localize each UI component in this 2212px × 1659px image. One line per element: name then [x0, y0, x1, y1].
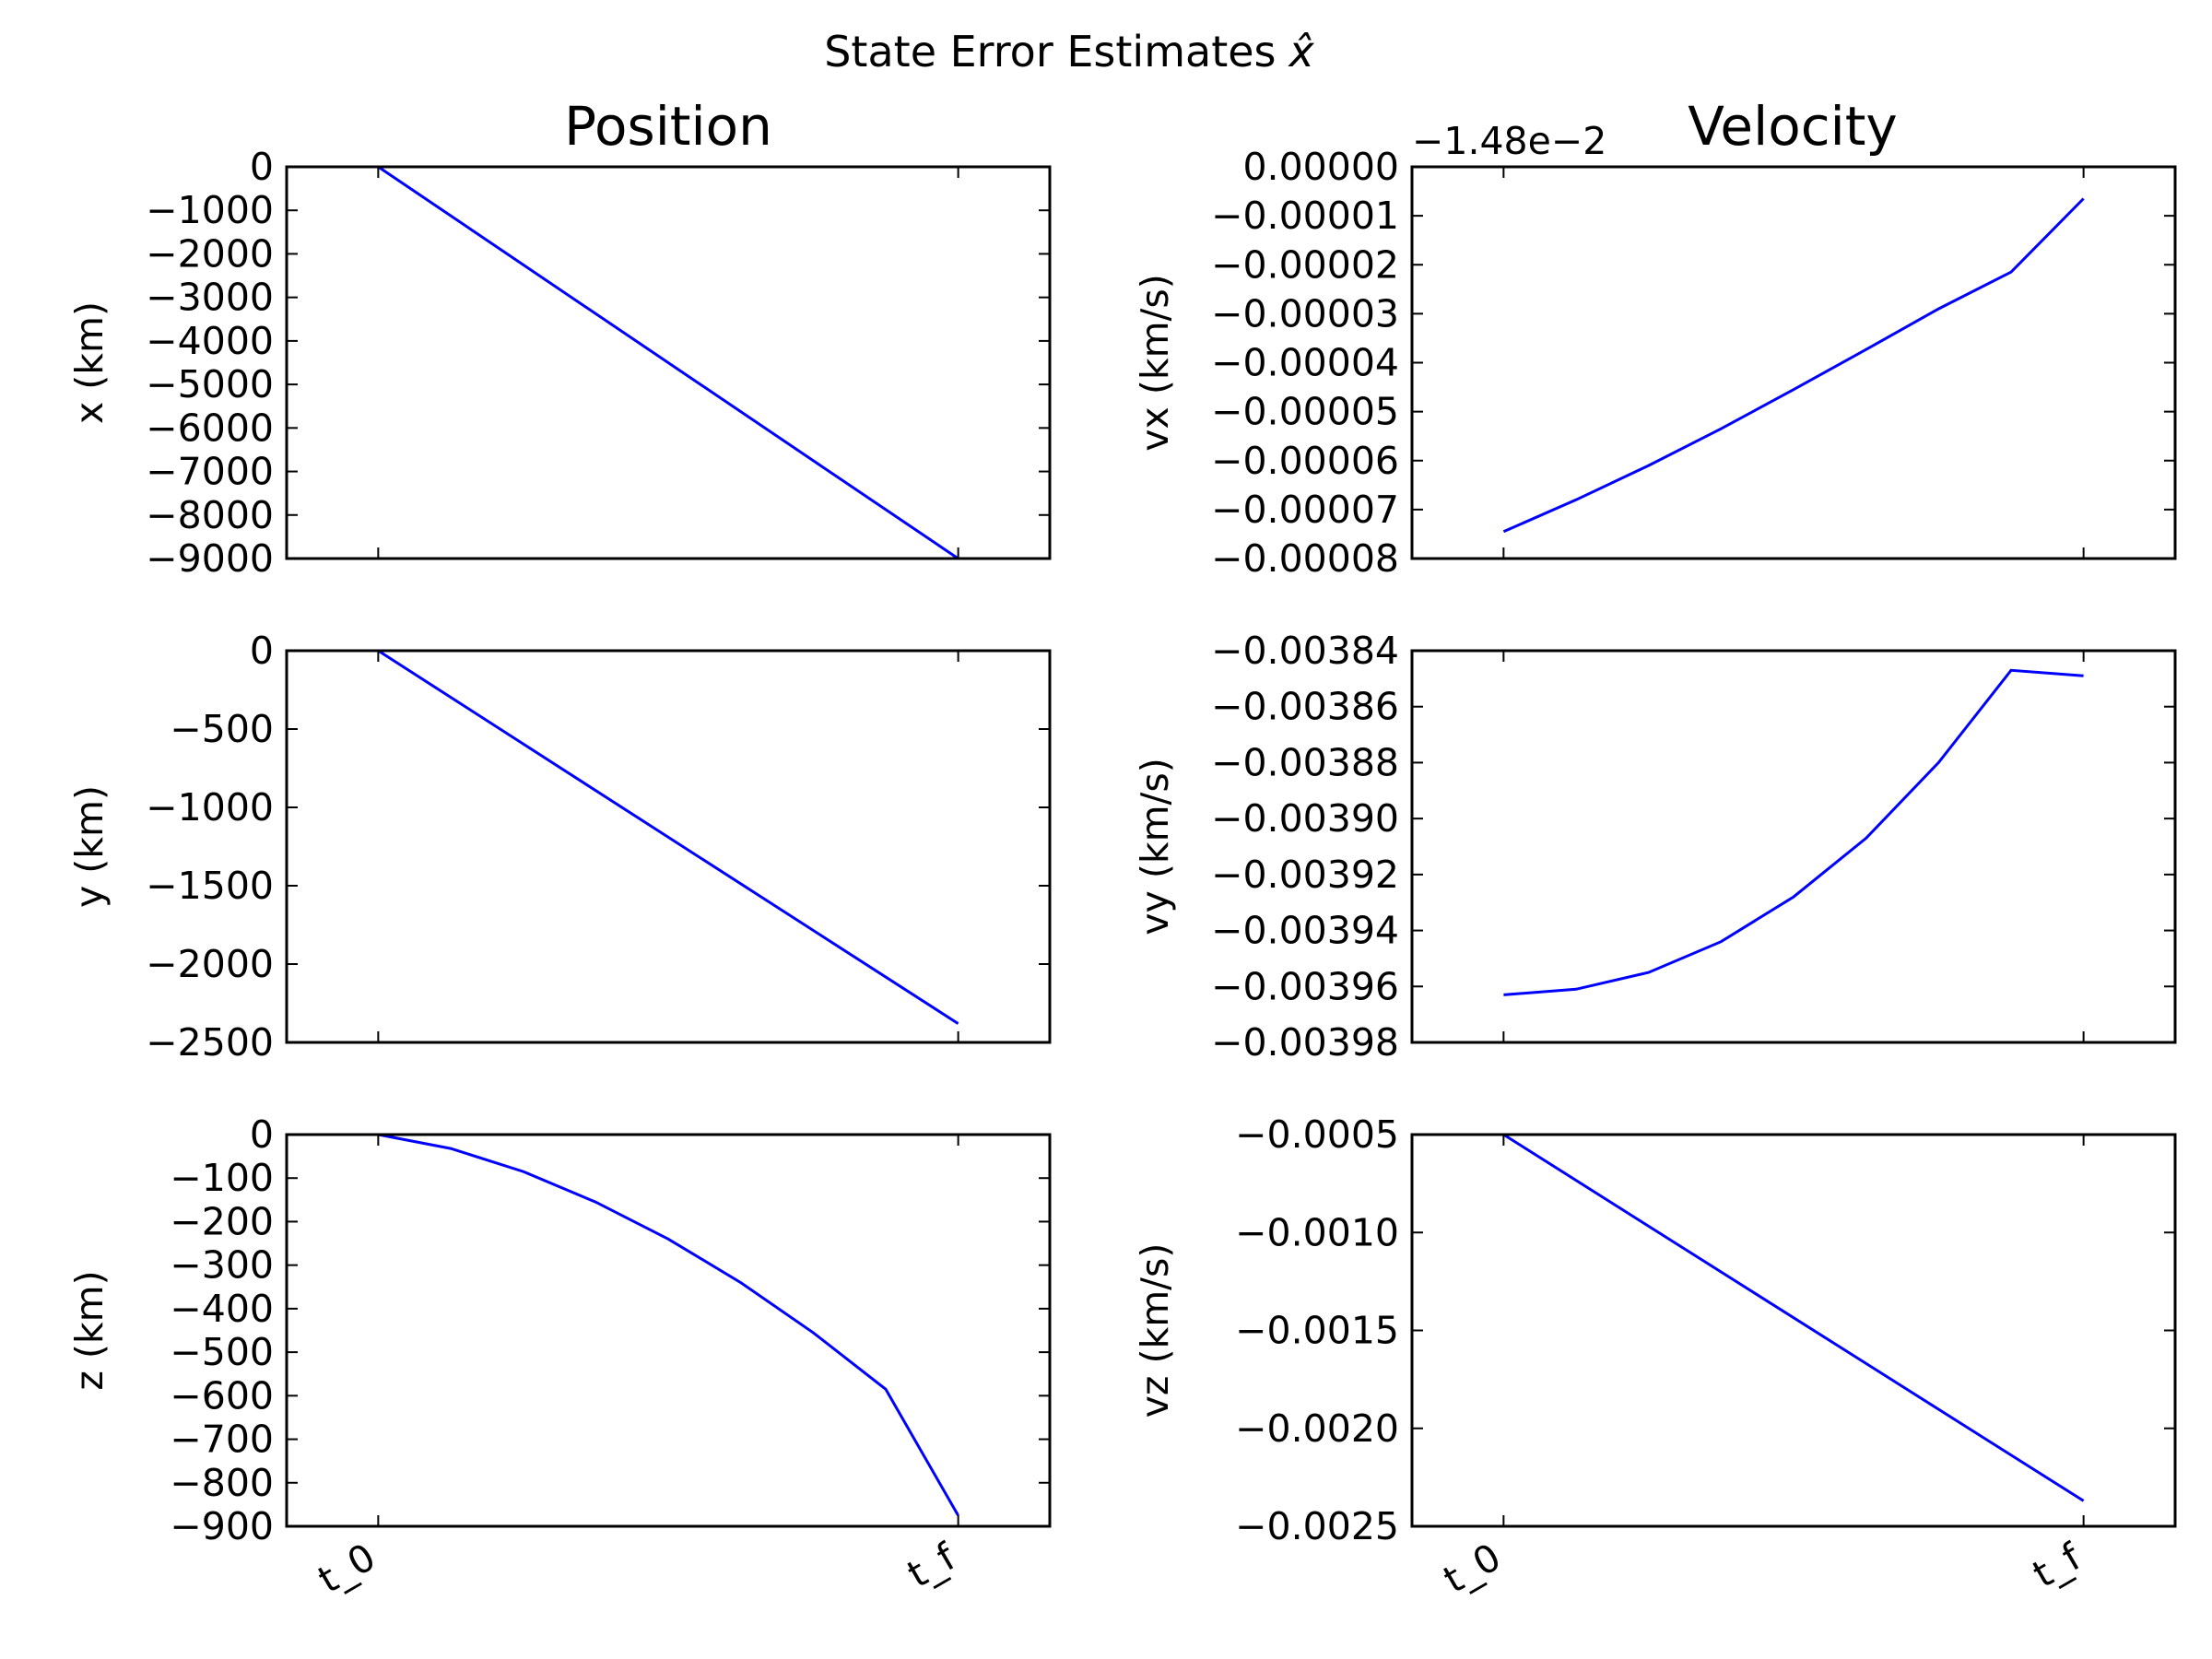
- panel-6-ytick-label: −0.0020: [1235, 1406, 1399, 1451]
- panel-3-axes-frame: [285, 649, 1052, 1044]
- panel-1-ylabel: x (km): [67, 301, 112, 424]
- panel-1-ytick-label: −1000: [146, 188, 274, 232]
- panel-2-ytick-label: −0.00007: [1211, 488, 1399, 532]
- panel-5-ytick-label: −300: [170, 1243, 274, 1288]
- panel-1-ytick-label: −9000: [146, 536, 274, 581]
- panel-2-ytick-label: −0.00008: [1211, 536, 1399, 581]
- panel-4-ytick-label: −0.00396: [1211, 964, 1399, 1008]
- panel-1-ytick-label: −7000: [146, 450, 274, 494]
- panel-1-ytick-label: −2000: [146, 231, 274, 276]
- panel-2-ytick-label: −0.00002: [1211, 242, 1399, 287]
- panel-3-ytick-label: −500: [170, 707, 274, 751]
- panel-4-ytick-label: −0.00398: [1211, 1020, 1399, 1065]
- panel-3: 0 −500 −1000 −1500 −2000 −2500 y (km): [67, 629, 1052, 1065]
- panel-1-ytick-label: −8000: [146, 493, 274, 537]
- panel-6-axes-frame: [1410, 1133, 2177, 1528]
- panel-5-ytick-label: 0: [250, 1112, 274, 1157]
- panel-6-ytick-label: −0.0015: [1235, 1309, 1399, 1353]
- panel-2-series-line: [1502, 197, 2085, 534]
- panel-5-ytick-label: −900: [170, 1504, 274, 1548]
- panel-2: 0.00000 −0.00001−0.00002−0.00003 −0.00004 −…: [1133, 119, 2177, 581]
- panel-1-ytick-label: −4000: [146, 319, 274, 363]
- panel-2-ytick-label: −0.00005: [1211, 390, 1399, 434]
- panel-4-series-line: [1503, 668, 2084, 996]
- panel-4-ytick-label: −0.00394: [1211, 909, 1399, 953]
- panel-6-ytick-label: −0.0025: [1235, 1504, 1399, 1548]
- panel-6-ytick-label: −0.0005: [1235, 1112, 1399, 1157]
- panel-5-ylabel: z (km): [67, 1270, 112, 1390]
- figure-suptitle: State Error Estimates x̂: [824, 27, 1314, 76]
- panel-2-offset-text: −1.48e−2: [1412, 119, 1606, 163]
- panel-4-ytick-label: −0.00390: [1211, 796, 1399, 841]
- panel-2-ytick-label: −0.00003: [1211, 291, 1399, 335]
- panel-5-xtick-label: t_f: [900, 1534, 964, 1596]
- panel-3-ytick-label: −1500: [146, 864, 274, 908]
- panel-1-series-line: [377, 165, 959, 560]
- panel-2-ytick-label: −0.00001: [1211, 194, 1399, 238]
- panel-5-ytick-label: −400: [170, 1287, 274, 1331]
- panel-4-ylabel: vy (km/s): [1133, 758, 1177, 935]
- panel-1-ytick-label: −5000: [146, 362, 274, 406]
- panel-6-ylabel: vz (km/s): [1133, 1243, 1177, 1418]
- column-title-position: Position: [564, 95, 772, 158]
- panel-3-ytick-label: 0: [250, 629, 274, 673]
- panel-4-axes-frame: [1410, 649, 2177, 1044]
- panel-2-ytick-label: −0.00006: [1211, 439, 1399, 483]
- panel-1-ytick-label: −3000: [146, 276, 274, 320]
- panel-6-xtick-label: t_0: [1436, 1535, 1508, 1602]
- panel-6: −0.0005 −0.0010 −0.0015 −0.0020 −0.0025 t_0 t_…: [1133, 1112, 2177, 1602]
- panel-1-ytick-label: −6000: [146, 406, 274, 450]
- panel-6-ytick-label: −0.0010: [1235, 1210, 1399, 1254]
- column-title-velocity: Velocity: [1688, 95, 1898, 158]
- panel-2-axes-frame: [1410, 165, 2177, 560]
- panel-4-ytick-label: −0.00384: [1211, 629, 1399, 673]
- panel-5-axes-frame: [285, 1133, 1052, 1528]
- panel-5-ytick-label: −200: [170, 1199, 274, 1243]
- panel-1-ytick-label: 0: [250, 145, 274, 189]
- panel-4-ytick-label: −0.00392: [1211, 853, 1399, 897]
- panel-5-ytick-label: −100: [170, 1156, 274, 1200]
- panel-5-ytick-label: −800: [170, 1461, 274, 1505]
- panel-3-ytick-label: −2000: [146, 942, 274, 986]
- panel-3-ytick-label: −2500: [146, 1020, 274, 1065]
- panel-6-xtick-label: t_f: [2025, 1534, 2089, 1596]
- panel-2-ylabel: vx (km/s): [1133, 274, 1177, 451]
- panel-3-ytick-label: −1000: [146, 785, 274, 830]
- panel-5-ytick-label: −600: [170, 1373, 274, 1418]
- panel-5: 0−100−200−300−400−500−600−700−800−900 t_0…: [67, 1112, 1052, 1602]
- panel-3-ylabel: y (km): [67, 785, 112, 908]
- panel-5-ytick-label: −700: [170, 1418, 274, 1462]
- panel-2-ytick-label: 0.00000: [1242, 145, 1399, 189]
- panel-5-ytick-label: −500: [170, 1330, 274, 1374]
- panel-1: 0−1000−2000−3000−4000−5000−6000−7000−800…: [67, 145, 1052, 581]
- panel-4-ytick-label: −0.00388: [1211, 740, 1399, 784]
- panel-6-series-line: [1502, 1133, 2085, 1502]
- panel-5-xtick-label: t_0: [311, 1535, 382, 1602]
- panel-4-ytick-label: −0.00386: [1211, 685, 1399, 729]
- panel-3-series-line: [377, 649, 959, 1025]
- panel-2-ytick-label: −0.00004: [1211, 341, 1399, 385]
- panel-5-series-line: [378, 1133, 959, 1516]
- panel-4: −0.00384 −0.00386 −0.00388 −0.00390 −0.00392…: [1133, 629, 2177, 1065]
- panel-1-axes-frame: [285, 165, 1052, 560]
